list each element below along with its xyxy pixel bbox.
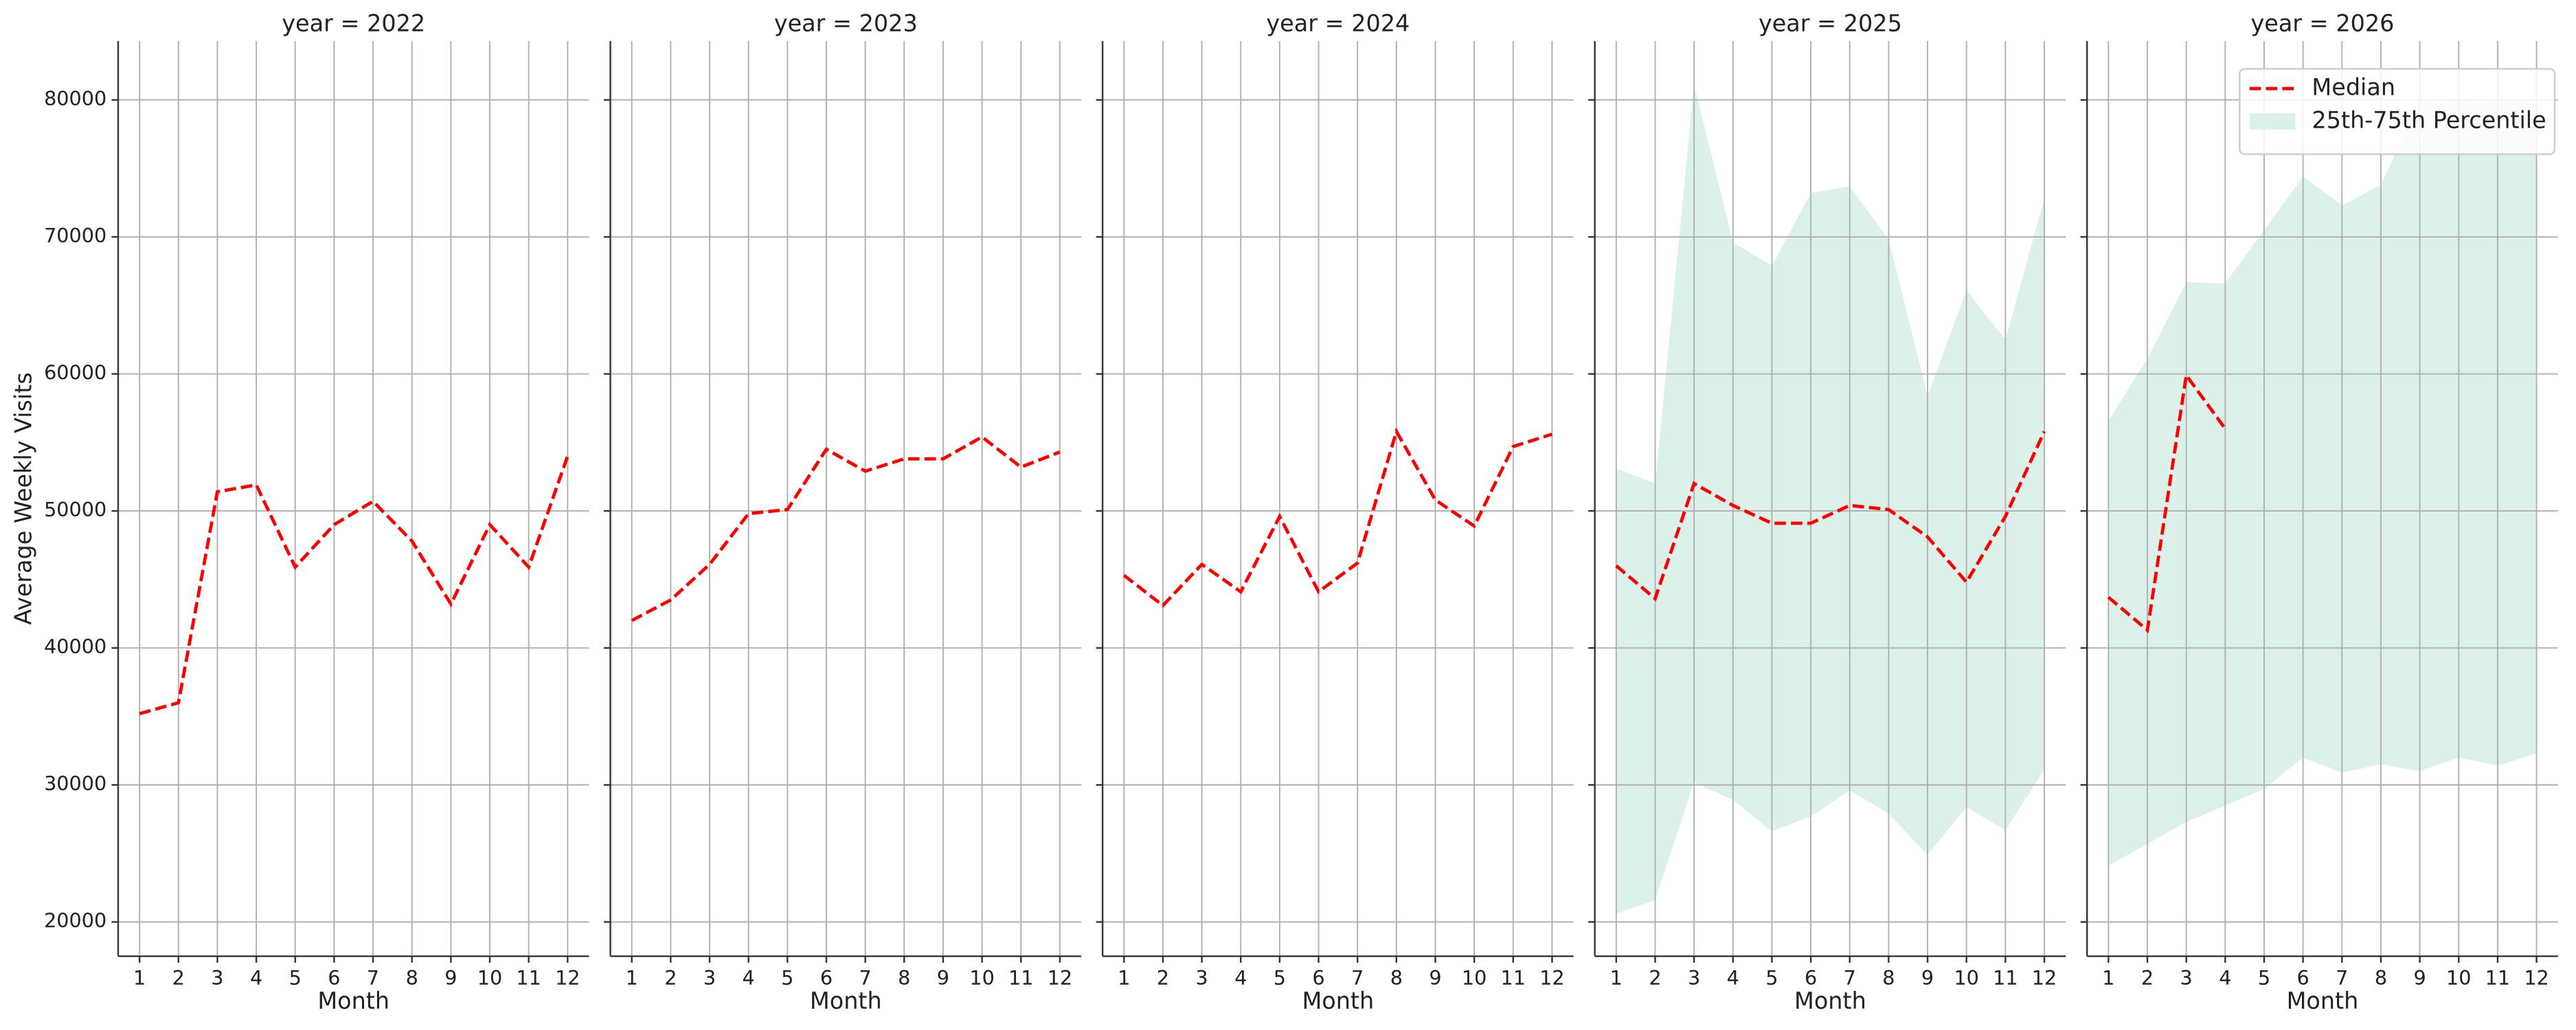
x-tick-label: 2 xyxy=(664,966,677,989)
panel-title: year = 2026 xyxy=(2251,10,2395,36)
x-tick-label: 12 xyxy=(1539,966,1564,989)
x-tick-label: 11 xyxy=(1993,966,2018,989)
percentile-band xyxy=(1616,84,2045,914)
x-tick-label: 10 xyxy=(1462,966,1487,989)
x-tick-label: 1 xyxy=(1610,966,1623,989)
x-tick-label: 6 xyxy=(2297,966,2309,989)
y-tick-label: 40000 xyxy=(44,635,106,659)
x-tick-label: 1 xyxy=(2102,966,2114,989)
percentile-band xyxy=(2108,98,2537,866)
x-tick-label: 8 xyxy=(406,966,418,989)
median-line xyxy=(1122,427,1553,608)
y-axis-label: Average Weekly Visits xyxy=(10,372,36,625)
x-tick-label: 4 xyxy=(2219,966,2231,989)
median-line xyxy=(139,455,569,716)
x-tick-label: 11 xyxy=(2485,966,2510,989)
x-tick-label: 12 xyxy=(555,966,580,989)
x-tick-label: 4 xyxy=(1727,966,1739,989)
y-tick-label: 20000 xyxy=(44,909,106,932)
panel-title: year = 2023 xyxy=(774,10,918,36)
x-tick-label: 9 xyxy=(1429,966,1441,989)
x-tick-label: 9 xyxy=(444,966,457,989)
x-tick-label: 8 xyxy=(898,966,910,989)
x-axis-label: Month xyxy=(2287,987,2359,1014)
y-tick-label: 70000 xyxy=(44,224,106,247)
x-tick-label: 6 xyxy=(328,966,340,989)
x-tick-label: 5 xyxy=(2258,966,2270,989)
x-tick-label: 10 xyxy=(1954,966,1978,989)
x-axis-label: Month xyxy=(1794,987,1866,1014)
x-tick-label: 5 xyxy=(1274,966,1286,989)
y-tick-label: 30000 xyxy=(44,772,106,795)
y-tick-label: 80000 xyxy=(44,87,106,111)
x-tick-label: 7 xyxy=(1351,966,1364,989)
median-line xyxy=(1615,431,2046,602)
x-tick-label: 5 xyxy=(1765,966,1778,989)
x-tick-label: 1 xyxy=(133,966,146,989)
x-tick-label: 11 xyxy=(1501,966,1526,989)
y-tick-label: 50000 xyxy=(44,498,106,521)
median-line xyxy=(2107,371,2227,634)
x-tick-label: 4 xyxy=(743,966,755,989)
x-tick-label: 9 xyxy=(1921,966,1934,989)
panel-title: year = 2024 xyxy=(1266,10,1410,36)
x-tick-label: 1 xyxy=(626,966,638,989)
x-tick-label: 3 xyxy=(1688,966,1700,989)
x-axis-label: Month xyxy=(1302,987,1374,1014)
legend-box xyxy=(2239,68,2556,155)
x-tick-label: 12 xyxy=(1048,966,1072,989)
x-tick-label: 2 xyxy=(2141,966,2154,989)
x-tick-label: 8 xyxy=(2375,966,2387,989)
legend-swatch xyxy=(2249,113,2296,130)
x-tick-label: 9 xyxy=(937,966,949,989)
panel-title: year = 2022 xyxy=(282,10,425,36)
panel-title: year = 2025 xyxy=(1759,10,1902,36)
x-tick-label: 8 xyxy=(1390,966,1403,989)
x-tick-label: 7 xyxy=(367,966,379,989)
x-tick-label: 12 xyxy=(2524,966,2549,989)
x-tick-label: 11 xyxy=(516,966,541,989)
x-axis-label: Month xyxy=(810,987,882,1014)
median-line xyxy=(631,435,1061,622)
x-tick-label: 9 xyxy=(2413,966,2426,989)
x-tick-label: 2 xyxy=(172,966,185,989)
x-tick-label: 3 xyxy=(211,966,223,989)
x-tick-label: 3 xyxy=(2180,966,2193,989)
x-tick-label: 5 xyxy=(781,966,793,989)
x-tick-label: 10 xyxy=(2446,966,2471,989)
x-tick-label: 3 xyxy=(703,966,716,989)
x-tick-label: 11 xyxy=(1008,966,1033,989)
x-tick-label: 2 xyxy=(1649,966,1661,989)
x-axis-label: Month xyxy=(317,987,389,1014)
x-tick-label: 7 xyxy=(2336,966,2348,989)
x-tick-label: 6 xyxy=(1312,966,1324,989)
x-tick-label: 1 xyxy=(1118,966,1130,989)
x-tick-label: 10 xyxy=(477,966,502,989)
x-tick-label: 5 xyxy=(289,966,302,989)
x-tick-label: 3 xyxy=(1195,966,1208,989)
x-tick-label: 10 xyxy=(969,966,994,989)
x-tick-label: 4 xyxy=(1234,966,1247,989)
x-tick-label: 8 xyxy=(1882,966,1895,989)
x-tick-label: 4 xyxy=(250,966,262,989)
x-tick-label: 7 xyxy=(1844,966,1856,989)
x-tick-label: 6 xyxy=(820,966,833,989)
x-tick-label: 2 xyxy=(1157,966,1169,989)
legend-label: 25th-75th Percentile xyxy=(2312,106,2546,133)
x-tick-label: 6 xyxy=(1805,966,1817,989)
x-tick-label: 7 xyxy=(859,966,871,989)
legend-label: Median xyxy=(2312,73,2395,100)
y-tick-label: 60000 xyxy=(44,361,106,385)
x-tick-label: 12 xyxy=(2032,966,2057,989)
